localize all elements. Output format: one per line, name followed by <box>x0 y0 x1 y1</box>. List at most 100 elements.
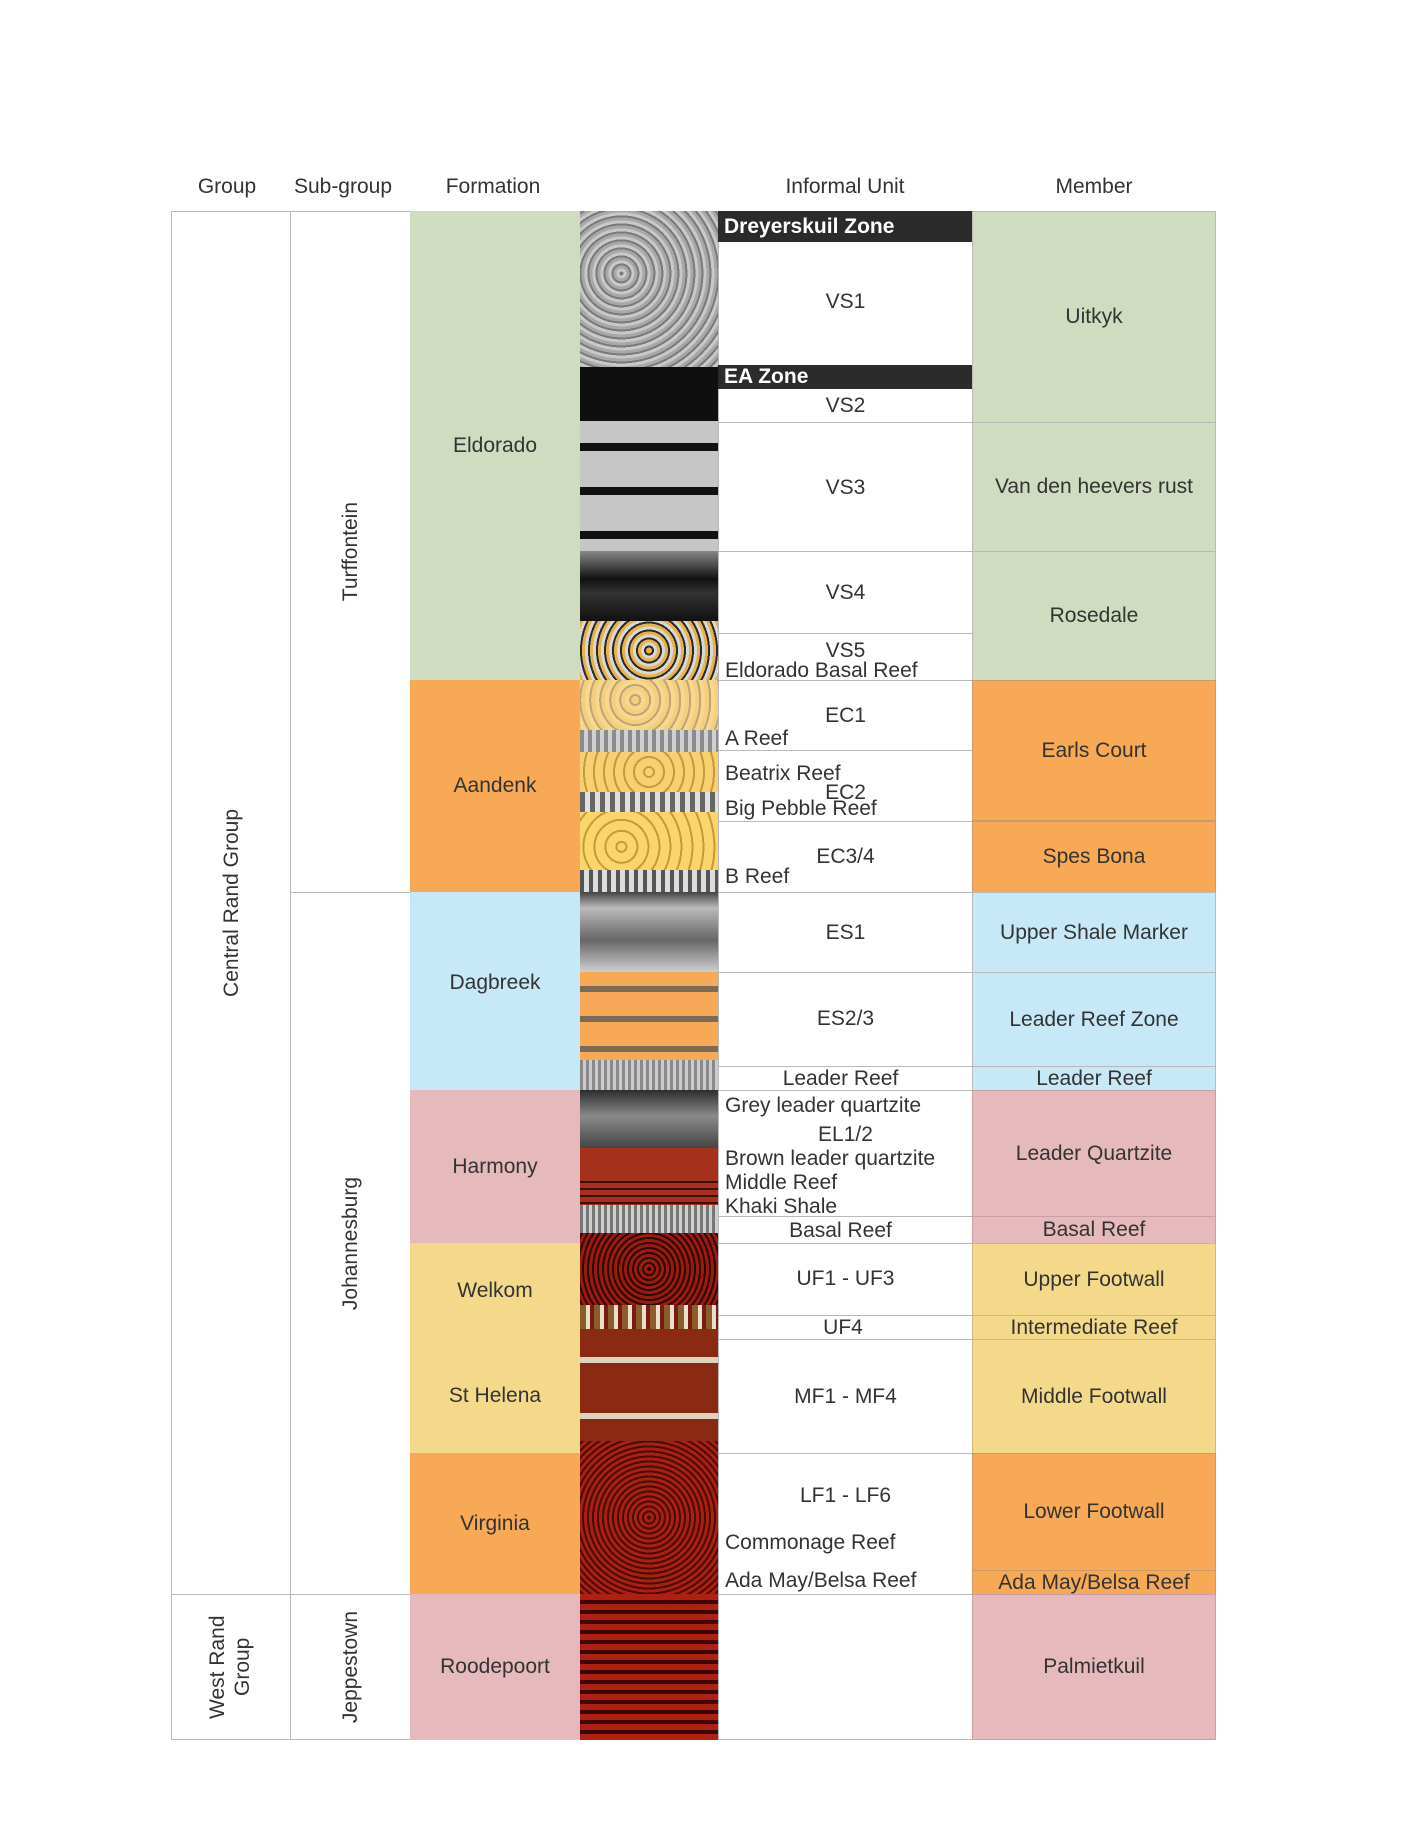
unit-ec1: EC1 <box>825 704 866 727</box>
member-spes-bona: Spes Bona <box>972 821 1216 893</box>
divider <box>718 680 973 681</box>
unit-vs4: VS4 <box>825 581 866 604</box>
formation-aandenk-label: Aandenk <box>453 774 537 797</box>
group-central-rand-label: Central Rand Group <box>219 809 243 997</box>
unit-es23: ES2/3 <box>816 1007 875 1030</box>
divider <box>718 1315 973 1316</box>
divider <box>718 1216 973 1217</box>
formation-dagbreek: Dagbreek <box>410 892 580 1090</box>
header-informal-unit: Informal Unit <box>785 175 905 198</box>
formation-harmony-label: Harmony <box>452 1154 538 1178</box>
unit-mf1-mf4: MF1 - MF4 <box>794 1385 897 1408</box>
lithology-column <box>580 211 718 1740</box>
member-leader-reef-zone: Leader Reef Zone <box>972 972 1216 1067</box>
formation-eldorado: Eldorado <box>410 211 580 680</box>
subgroup-jeppestown-label: Jeppestown <box>339 1610 362 1724</box>
divider <box>718 1090 973 1091</box>
divider <box>718 1339 973 1340</box>
formation-harmony: Harmony <box>410 1090 580 1243</box>
lithology-eldorado-reef <box>580 621 718 680</box>
reef-ada-may: Ada May/Belsa Reef <box>725 1569 917 1592</box>
unit-ec34: EC3/4 <box>816 845 875 868</box>
member-intermediate-reef: Intermediate Reef <box>972 1315 1216 1340</box>
member-leader-reef-label: Leader Reef <box>1036 1066 1152 1090</box>
member-middle-footwall: Middle Footwall <box>972 1339 1216 1454</box>
lithology-banded-quartzite <box>580 421 718 551</box>
member-earls-court: Earls Court <box>972 680 1216 821</box>
subgroup-johannesburg-label: Johannesburg <box>339 1176 362 1311</box>
divider <box>718 892 973 893</box>
lithology-dark-shale <box>580 551 718 621</box>
member-leader-reef-zone-label: Leader Reef Zone <box>1009 1007 1179 1031</box>
member-ada-may-belsa-reef-label: Ada May/Belsa Reef <box>998 1570 1190 1594</box>
divider <box>718 1066 973 1067</box>
lithology-a-reef <box>580 730 718 752</box>
reef-khaki-shale: Khaki Shale <box>725 1195 838 1218</box>
unit-es1: ES1 <box>825 921 866 944</box>
member-intermediate-reef-label: Intermediate Reef <box>1010 1315 1178 1339</box>
zone-ea: EA Zone <box>718 365 973 389</box>
reef-commonage: Commonage Reef <box>725 1531 896 1554</box>
unit-vs2: VS2 <box>825 394 866 417</box>
subgroup-turffontein: Turffontein <box>290 211 411 893</box>
divider <box>718 1453 973 1454</box>
header-member: Member <box>1055 175 1133 198</box>
member-rosedale: Rosedale <box>972 551 1216 681</box>
divider <box>718 821 973 822</box>
formation-welkom: Welkom <box>410 1243 580 1339</box>
unit-lf1-lf6: LF1 - LF6 <box>799 1484 892 1507</box>
header-formation: Formation <box>445 175 541 198</box>
reef-big-pebble: Big Pebble Reef <box>725 797 877 820</box>
member-van-den-heevers-rust: Van den heevers rust <box>972 422 1216 552</box>
member-van-den-heevers-rust-label: Van den heevers rust <box>994 475 1194 498</box>
unit-el12: EL1/2 <box>818 1123 873 1146</box>
group-west-rand: West Rand Group <box>171 1594 291 1740</box>
formation-virginia: Virginia <box>410 1453 580 1594</box>
lithology-uf4 <box>580 1305 718 1329</box>
member-rosedale-label: Rosedale <box>1049 604 1139 627</box>
member-palmietkuil-label: Palmietkuil <box>1043 1655 1145 1678</box>
reef-beatrix: Beatrix Reef <box>725 762 841 785</box>
divider <box>718 1243 973 1244</box>
member-basal-reef-label: Basal Reef <box>1042 1218 1146 1241</box>
member-upper-footwall-label: Upper Footwall <box>1023 1267 1165 1291</box>
reef-middle-reef: Middle Reef <box>725 1171 838 1194</box>
member-lower-footwall-label: Lower Footwall <box>1023 1500 1165 1523</box>
lithology-es1 <box>580 892 718 972</box>
member-upper-footwall: Upper Footwall <box>972 1243 1216 1316</box>
lithology-basal-reef <box>580 1205 718 1233</box>
unit-basal-reef: Basal Reef <box>789 1219 892 1242</box>
lithology-conglomerate-grey <box>580 211 718 367</box>
formation-roodepoort: Roodepoort <box>410 1594 580 1740</box>
subgroup-turffontein-label: Turffontein <box>339 502 362 602</box>
reef-brown-leader: Brown leader quartzite <box>725 1147 936 1170</box>
formation-welkom-label: Welkom <box>457 1279 533 1302</box>
lithology-upper-footwall <box>580 1233 718 1305</box>
zone-dreyerskuil: Dreyerskuil Zone <box>718 211 973 242</box>
header-subgroup: Sub-group <box>293 175 393 198</box>
member-palmietkuil: Palmietkuil <box>972 1594 1216 1740</box>
group-central-rand: Central Rand Group <box>171 211 291 1595</box>
member-leader-reef: Leader Reef <box>972 1066 1216 1091</box>
unit-vs3: VS3 <box>825 476 866 499</box>
reef-a-reef: A Reef <box>725 727 789 750</box>
lithology-big-pebble <box>580 792 718 812</box>
member-leader-quartzite-label: Leader Quartzite <box>1015 1141 1173 1165</box>
lithology-leader-reef <box>580 1060 718 1090</box>
member-earls-court-label: Earls Court <box>1041 738 1147 762</box>
divider <box>718 750 973 751</box>
member-uitkyk: Uitkyk <box>972 211 1216 423</box>
formation-dagbreek-label: Dagbreek <box>449 971 541 994</box>
group-west-rand-label: West Rand Group <box>206 1615 254 1719</box>
formation-st-helena-label: St Helena <box>448 1384 542 1407</box>
lithology-grey-leader <box>580 1090 718 1148</box>
lithology-es23 <box>580 972 718 1060</box>
divider <box>718 972 973 973</box>
formation-roodepoort-label: Roodepoort <box>440 1655 550 1678</box>
lithology-roodepoort <box>580 1594 718 1740</box>
header-group: Group <box>197 175 257 198</box>
divider <box>718 633 973 634</box>
unit-vs1: VS1 <box>825 290 866 313</box>
subgroup-jeppestown: Jeppestown <box>290 1594 411 1740</box>
